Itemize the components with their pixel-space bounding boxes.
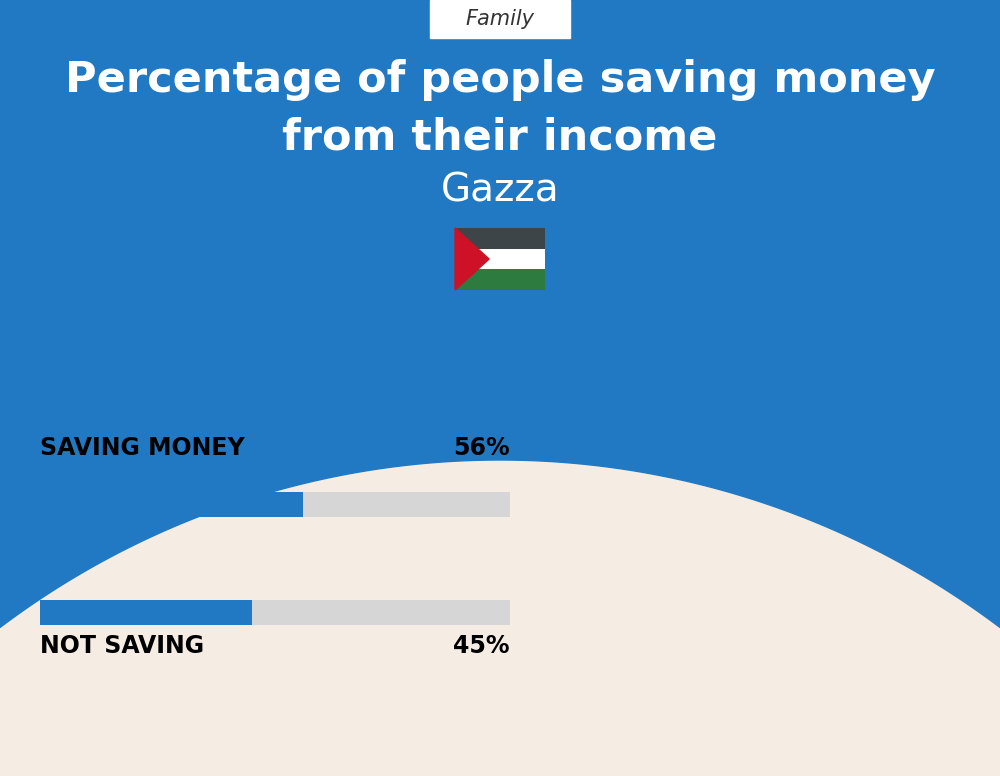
Text: SAVING MONEY: SAVING MONEY — [40, 436, 245, 460]
Text: 56%: 56% — [453, 436, 510, 460]
Text: Gazza: Gazza — [441, 171, 559, 209]
Bar — [40, 600, 252, 625]
Text: from their income: from their income — [282, 117, 718, 159]
Text: Percentage of people saving money: Percentage of people saving money — [65, 59, 935, 101]
Bar — [455, 269, 545, 290]
Text: Family: Family — [466, 9, 534, 29]
Text: 45%: 45% — [454, 634, 510, 658]
Text: NOT SAVING: NOT SAVING — [40, 634, 204, 658]
Bar — [40, 600, 510, 625]
Bar — [40, 492, 510, 517]
Bar — [455, 228, 545, 248]
Bar — [40, 492, 303, 517]
Polygon shape — [455, 228, 489, 290]
Bar — [455, 248, 545, 269]
FancyBboxPatch shape — [430, 0, 570, 38]
